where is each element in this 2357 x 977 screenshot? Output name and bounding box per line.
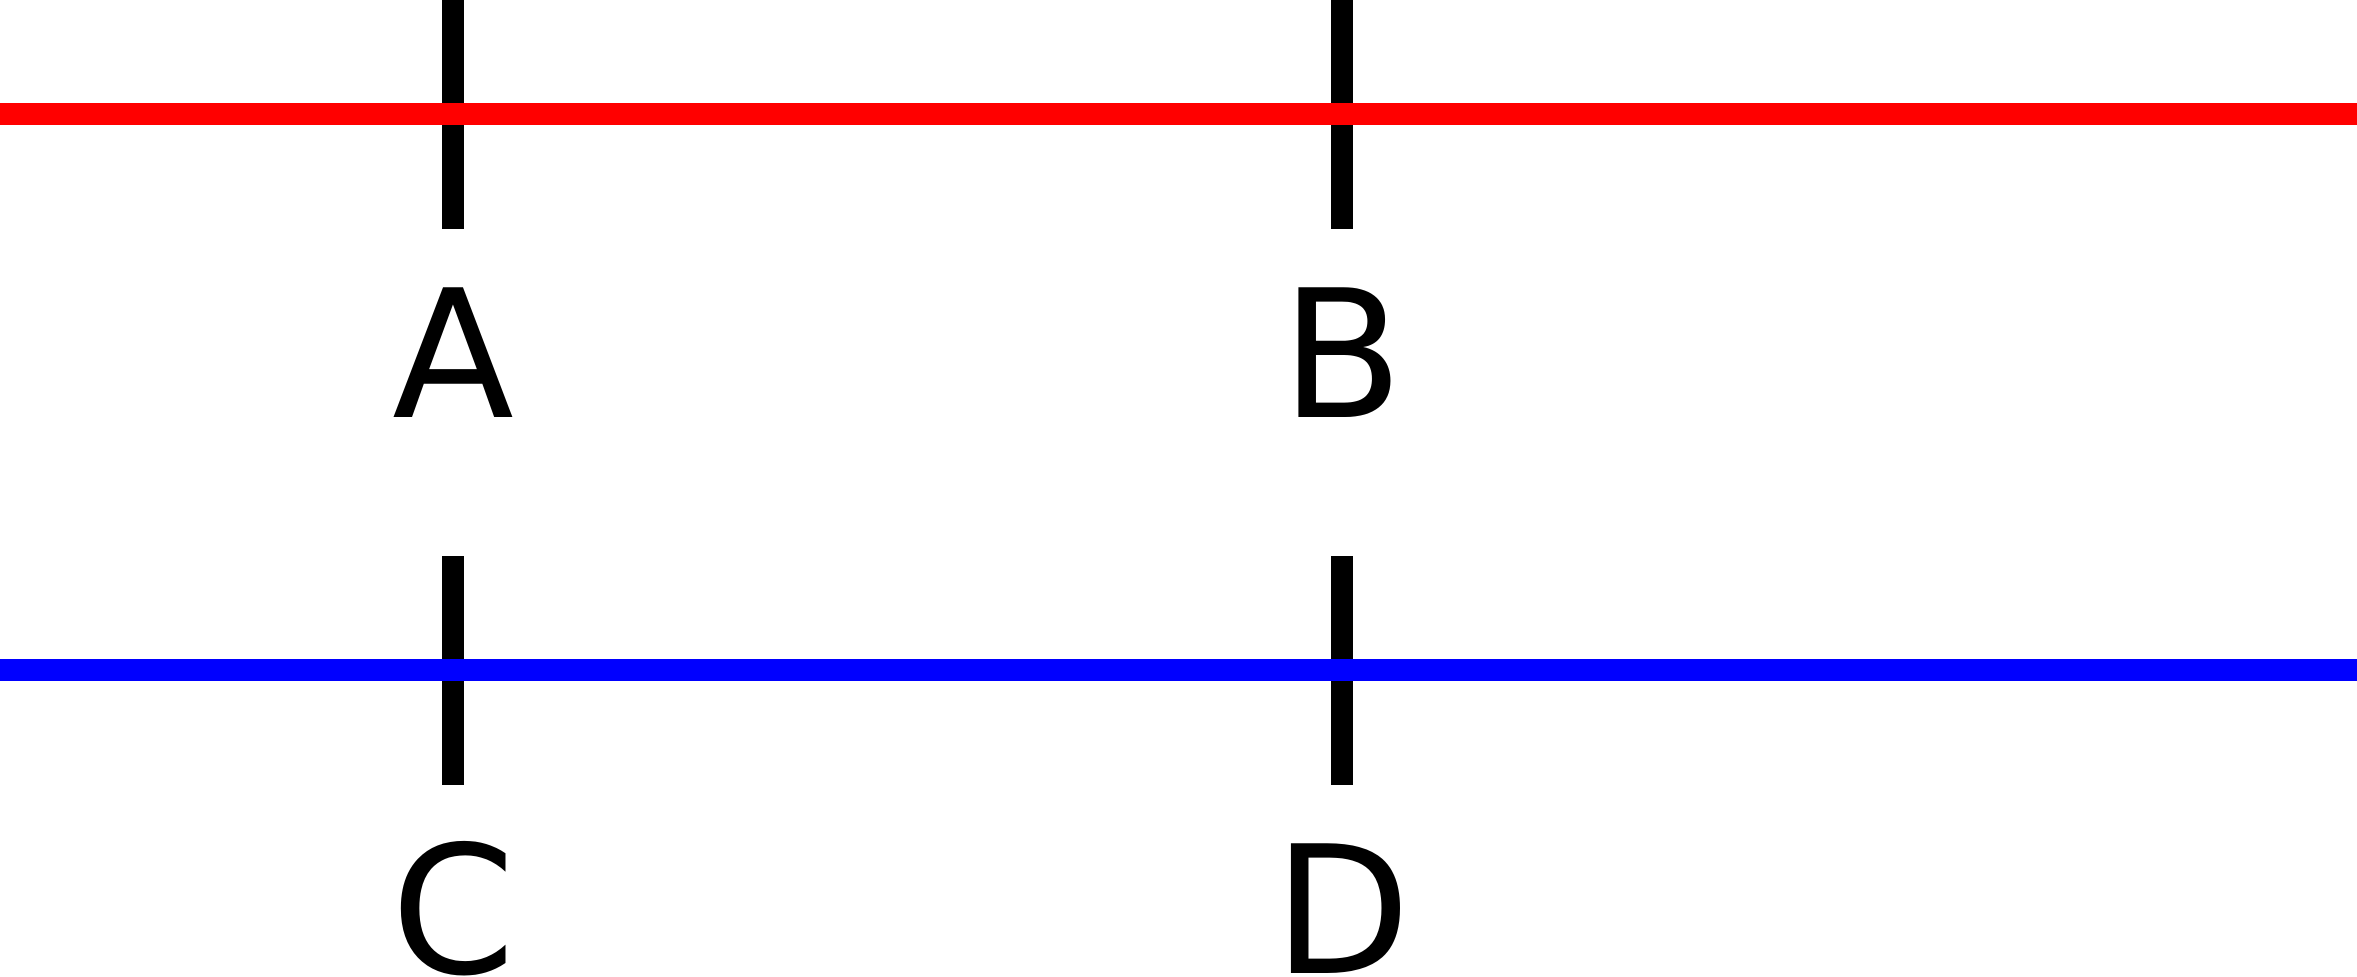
label-b: B xyxy=(1281,252,1403,459)
label-a: A xyxy=(392,252,514,459)
red-line xyxy=(0,103,2357,125)
label-c: C xyxy=(391,808,515,977)
blue-line xyxy=(0,659,2357,681)
label-d: D xyxy=(1273,808,1410,977)
